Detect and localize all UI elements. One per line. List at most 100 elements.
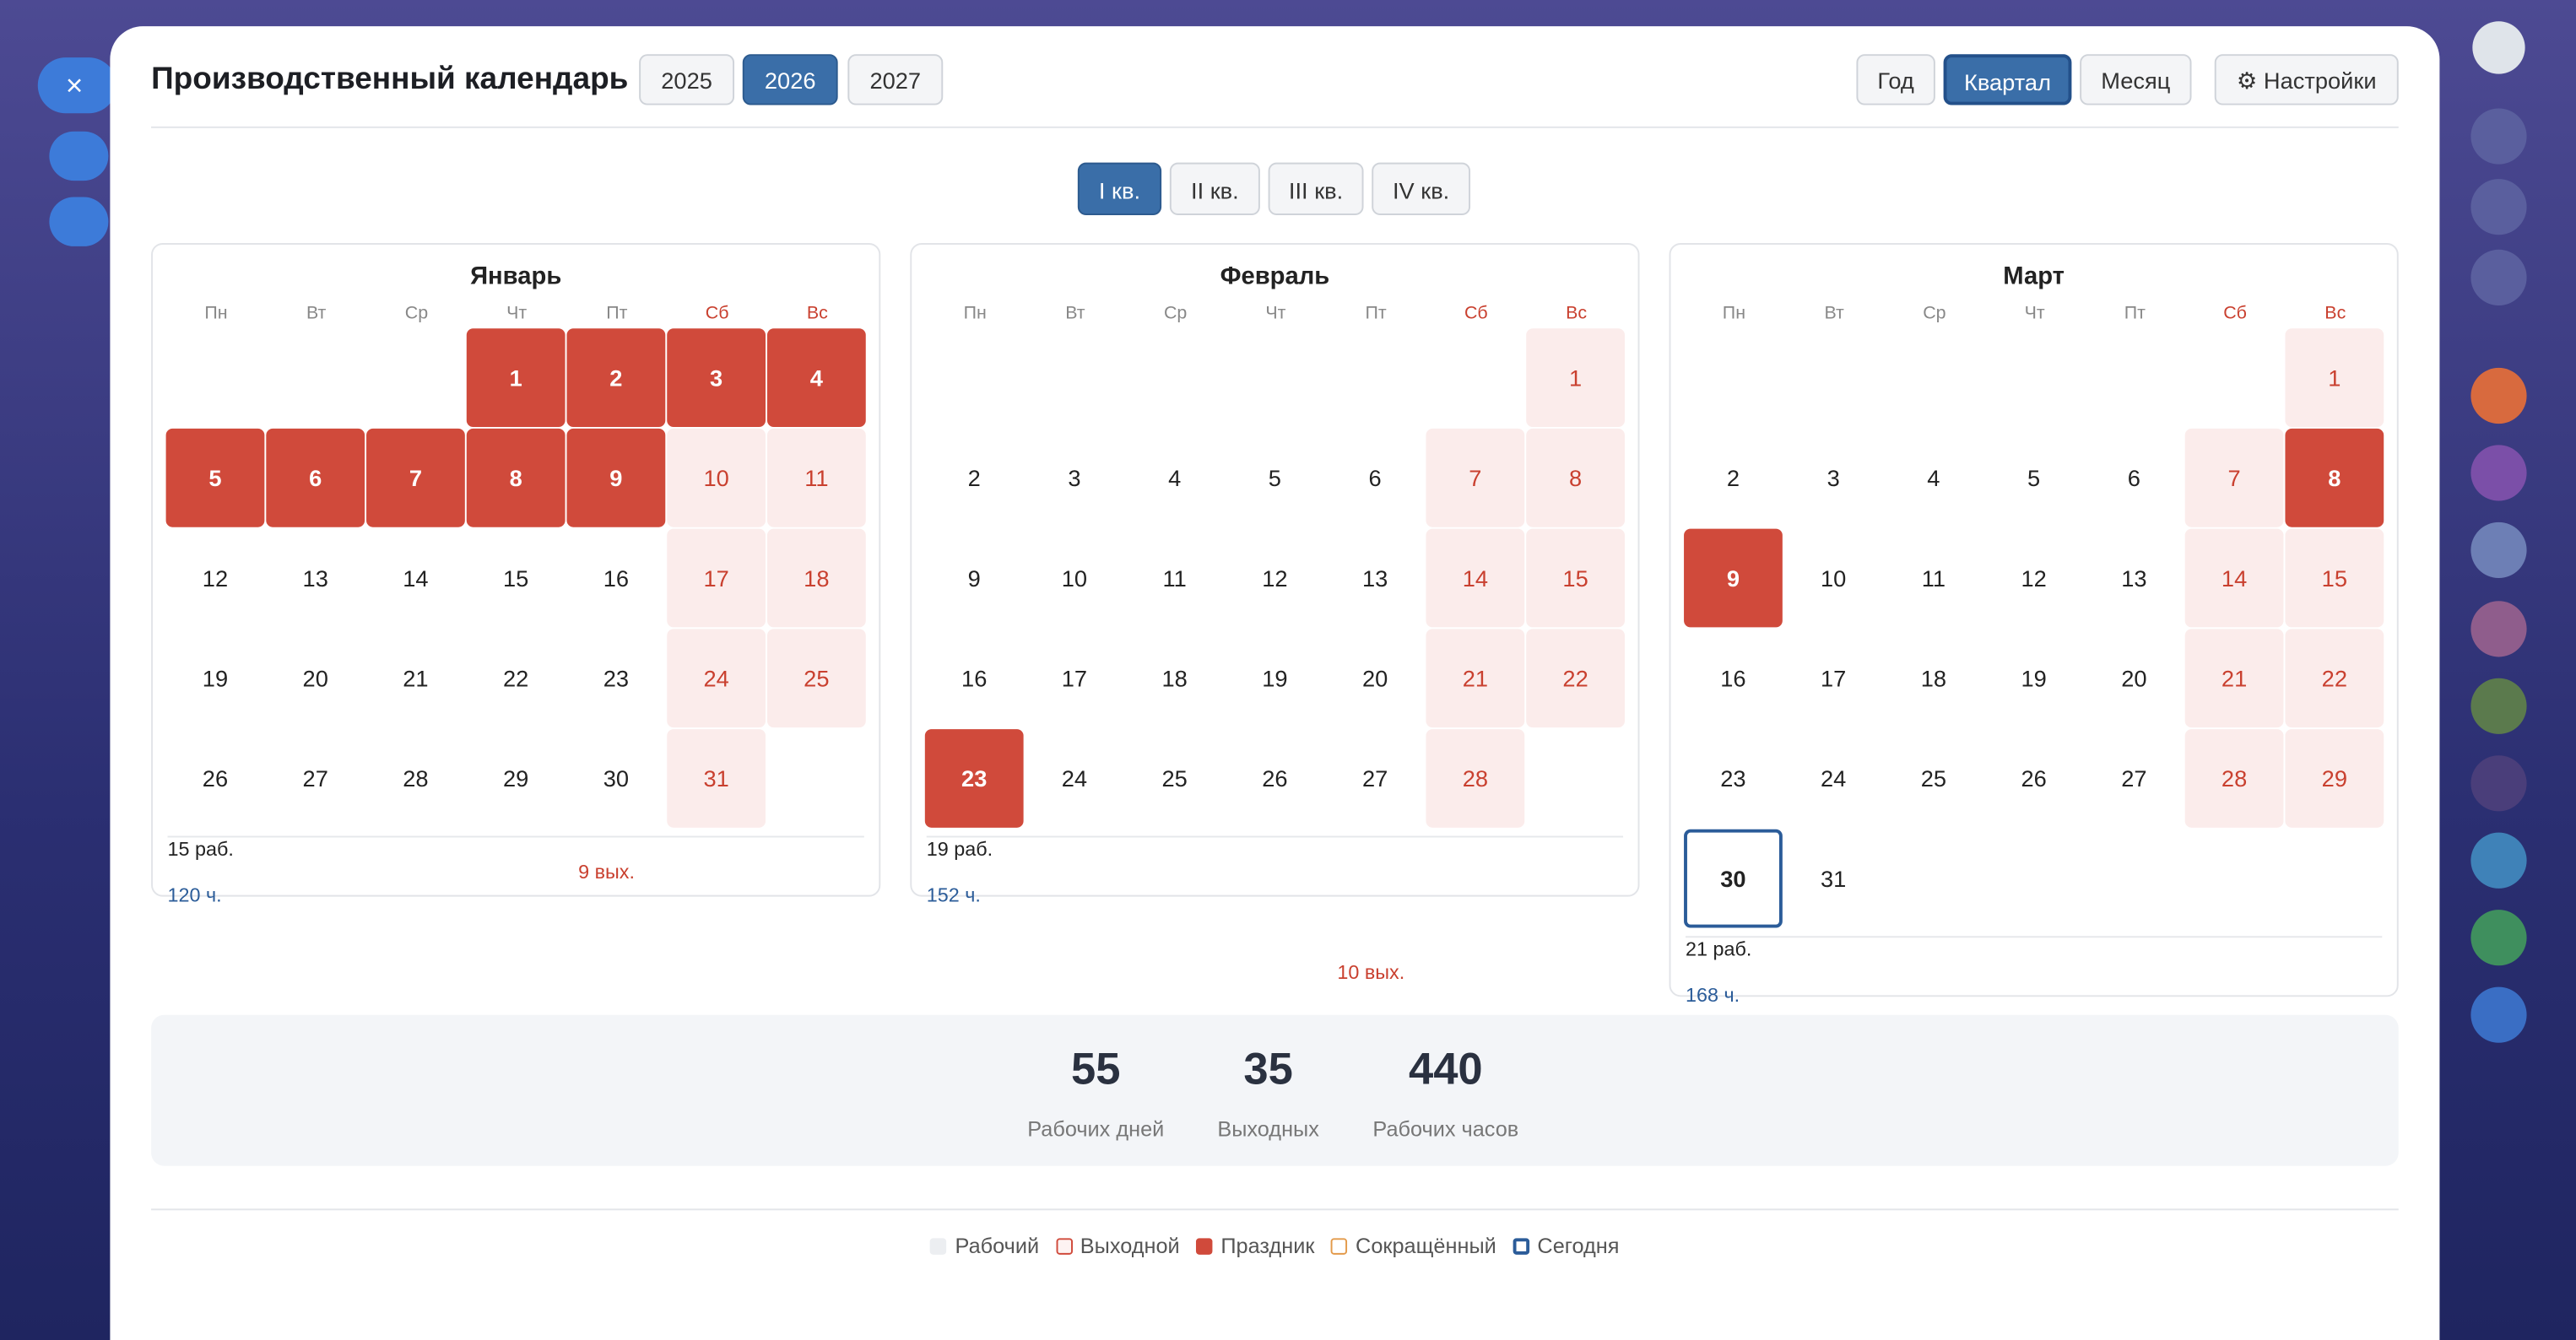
day-cell[interactable]: 21 (2184, 629, 2284, 728)
day-cell[interactable]: 4 (1168, 464, 1182, 491)
day-cell[interactable]: 23 (603, 665, 630, 692)
day-cell[interactable]: 29 (502, 765, 529, 792)
day-cell[interactable]: 8 (466, 428, 566, 527)
day-cell[interactable]: 16 (603, 565, 630, 592)
day-cell[interactable]: 15 (1526, 528, 1625, 628)
day-cell[interactable]: 25 (1161, 765, 1188, 792)
year-button[interactable]: 2025 (639, 54, 735, 105)
notifications[interactable] (2470, 108, 2527, 165)
day-cell[interactable]: 12 (1262, 565, 1288, 592)
day-cell[interactable]: 29 (2285, 729, 2384, 828)
side-icon[interactable] (2470, 601, 2527, 657)
side-icon[interactable] (2470, 367, 2527, 424)
side-icon[interactable] (2470, 678, 2527, 734)
day-cell[interactable]: 24 (1061, 765, 1088, 792)
side-icon[interactable] (2470, 179, 2527, 235)
day-cell[interactable]: 3 (1826, 464, 1840, 491)
day-cell[interactable]: 15 (502, 565, 529, 592)
day-cell[interactable]: 11 (1921, 565, 1946, 592)
side-icon[interactable] (2470, 755, 2527, 812)
day-cell[interactable]: 19 (1262, 665, 1288, 692)
day-cell[interactable]: 6 (266, 428, 365, 527)
day-cell[interactable]: 17 (1061, 665, 1088, 692)
day-cell[interactable]: 18 (1161, 665, 1188, 692)
side-icon[interactable] (2470, 521, 2527, 579)
day-cell[interactable]: 10 (667, 428, 766, 527)
day-cell[interactable]: 26 (202, 765, 229, 792)
day-cell[interactable]: 7 (366, 428, 465, 527)
day-cell[interactable]: 16 (961, 665, 988, 692)
avatar[interactable] (2472, 21, 2525, 74)
day-cell[interactable]: 31 (667, 729, 766, 828)
day-cell[interactable]: 4 (1927, 464, 1940, 491)
day-cell[interactable]: 13 (302, 565, 328, 592)
day-cell[interactable]: 11 (766, 428, 866, 527)
day-cell[interactable]: 8 (2285, 428, 2384, 527)
day-cell[interactable]: 10 (1061, 565, 1088, 592)
day-cell[interactable]: 31 (1821, 865, 1847, 892)
view-button[interactable]: Месяц (2080, 54, 2192, 105)
side-icon[interactable] (2470, 249, 2527, 305)
day-cell[interactable]: 19 (202, 665, 229, 692)
quarter-tab[interactable]: I кв. (1077, 162, 1162, 215)
day-cell[interactable]: 21 (403, 665, 429, 692)
day-cell[interactable]: 11 (1162, 565, 1187, 592)
day-cell[interactable]: 28 (2184, 729, 2284, 828)
day-cell[interactable]: 27 (302, 765, 328, 792)
day-cell[interactable]: 3 (667, 328, 766, 427)
quarter-tab[interactable]: IV кв. (1372, 162, 1471, 215)
day-cell[interactable]: 19 (2021, 665, 2047, 692)
day-cell[interactable]: 12 (202, 565, 229, 592)
day-cell[interactable]: 1 (2285, 328, 2384, 427)
day-cell[interactable]: 9 (1684, 528, 1783, 628)
day-cell[interactable]: 1 (1526, 328, 1625, 427)
view-button[interactable]: Год (1856, 54, 1935, 105)
open-button[interactable] (49, 197, 109, 246)
day-cell[interactable]: 25 (766, 629, 866, 728)
day-cell[interactable]: 26 (2021, 765, 2047, 792)
close-button[interactable]: × (37, 57, 117, 114)
day-cell[interactable]: 12 (2021, 565, 2047, 592)
day-cell[interactable]: 25 (1920, 765, 1947, 792)
side-icon[interactable] (2470, 986, 2527, 1043)
day-cell[interactable]: 5 (2027, 464, 2041, 491)
day-cell[interactable]: 9 (967, 565, 981, 592)
link-button[interactable] (49, 131, 109, 181)
day-cell[interactable]: 23 (1720, 765, 1746, 792)
day-cell[interactable]: 22 (2285, 629, 2384, 728)
quarter-tab[interactable]: III кв. (1268, 162, 1364, 215)
day-cell[interactable]: 14 (2184, 528, 2284, 628)
day-cell[interactable]: 13 (2121, 565, 2147, 592)
day-cell[interactable]: 6 (2127, 464, 2140, 491)
day-cell[interactable]: 20 (2121, 665, 2147, 692)
day-cell[interactable]: 16 (1720, 665, 1746, 692)
year-button[interactable]: 2027 (847, 54, 944, 105)
day-cell[interactable]: 8 (1526, 428, 1625, 527)
day-cell[interactable]: 30 (1684, 829, 1783, 928)
day-cell[interactable]: 3 (1068, 464, 1081, 491)
day-cell[interactable]: 2 (967, 464, 981, 491)
day-cell[interactable]: 22 (502, 665, 529, 692)
day-cell[interactable]: 18 (766, 528, 866, 628)
day-cell[interactable]: 6 (1368, 464, 1382, 491)
day-cell[interactable]: 26 (1262, 765, 1288, 792)
day-cell[interactable]: 13 (1361, 565, 1388, 592)
day-cell[interactable]: 4 (766, 328, 866, 427)
day-cell[interactable]: 20 (1361, 665, 1388, 692)
day-cell[interactable]: 27 (2121, 765, 2147, 792)
day-cell[interactable]: 28 (1426, 729, 1525, 828)
day-cell[interactable]: 24 (1821, 765, 1847, 792)
day-cell[interactable]: 20 (302, 665, 328, 692)
day-cell[interactable]: 17 (1821, 665, 1847, 692)
day-cell[interactable]: 7 (2184, 428, 2284, 527)
day-cell[interactable]: 9 (566, 428, 666, 527)
day-cell[interactable]: 7 (1426, 428, 1525, 527)
day-cell[interactable]: 30 (603, 765, 630, 792)
day-cell[interactable]: 18 (1920, 665, 1947, 692)
day-cell[interactable]: 22 (1526, 629, 1625, 728)
quarter-tab[interactable]: II кв. (1169, 162, 1260, 215)
day-cell[interactable]: 2 (1726, 464, 1740, 491)
side-icon[interactable] (2470, 445, 2527, 501)
day-cell[interactable]: 17 (667, 528, 766, 628)
day-cell[interactable]: 23 (924, 729, 1024, 828)
